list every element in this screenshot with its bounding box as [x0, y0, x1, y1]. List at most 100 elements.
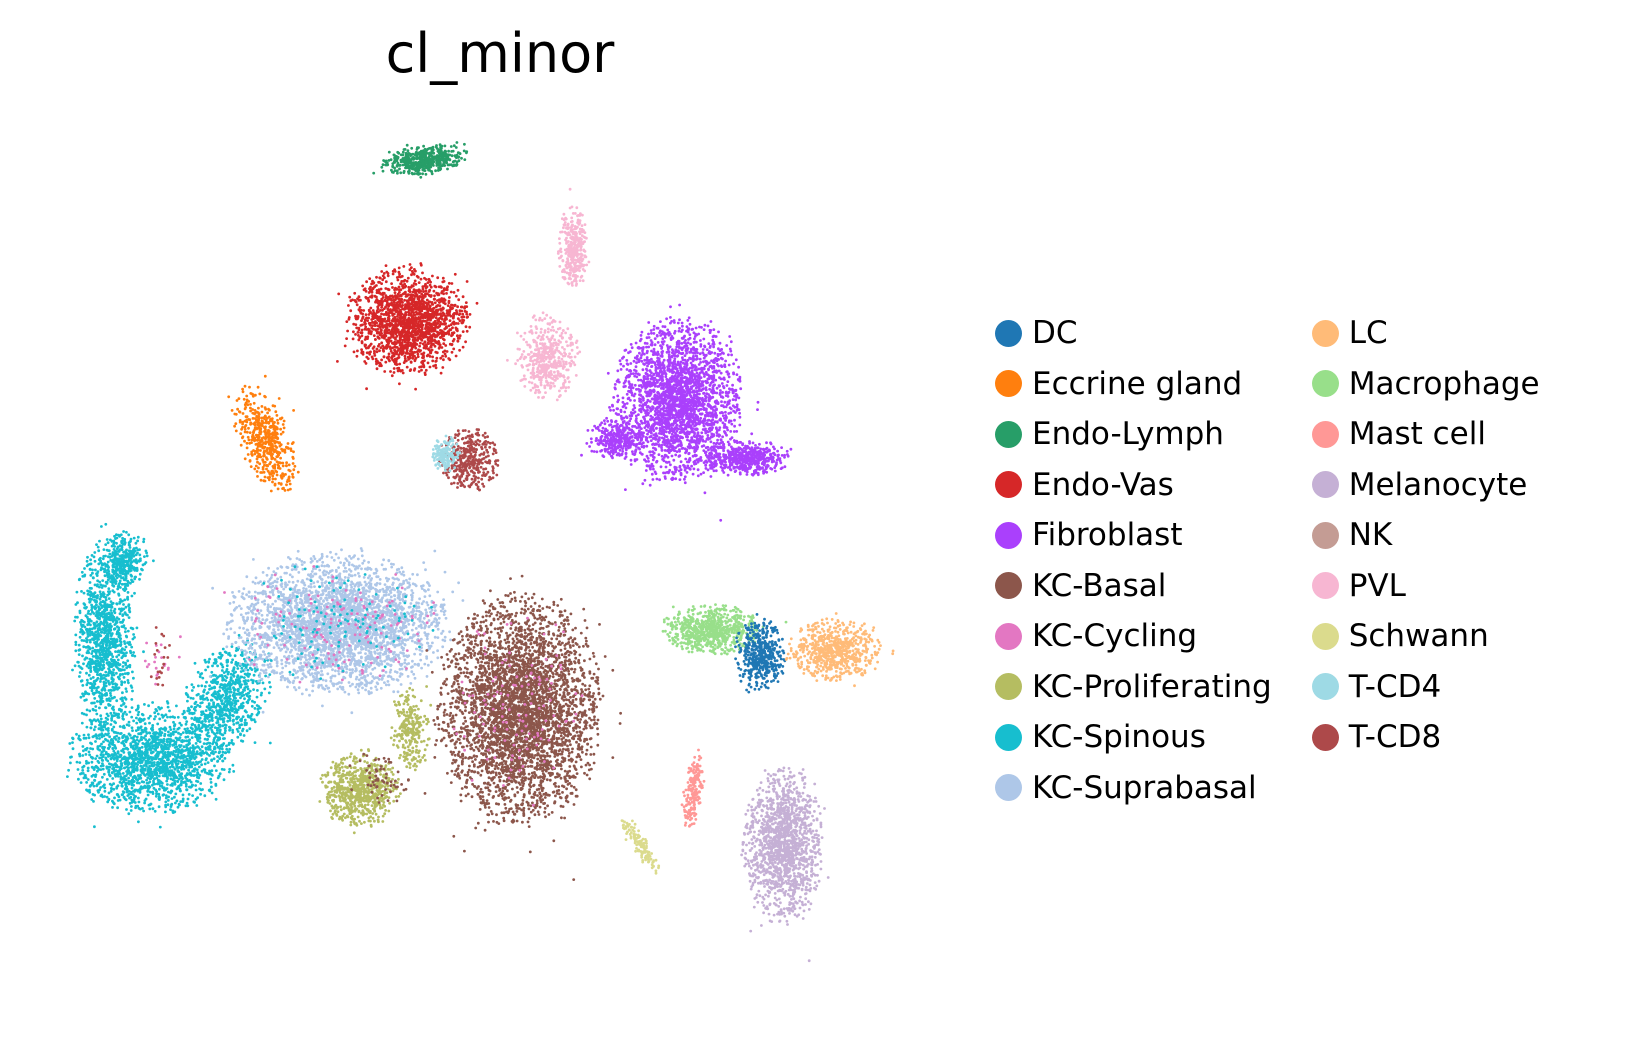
data-point: [399, 335, 403, 339]
data-point: [420, 308, 423, 312]
data-point: [275, 426, 279, 429]
data-point: [456, 486, 459, 489]
data-point: [702, 421, 705, 425]
data-point: [558, 389, 561, 393]
data-point: [401, 163, 405, 167]
data-point: [540, 370, 544, 374]
data-point: [578, 232, 582, 236]
data-point: [422, 144, 425, 148]
data-point: [365, 355, 369, 359]
data-point: [385, 339, 389, 343]
data-point: [523, 331, 527, 335]
data-point: [374, 313, 377, 316]
data-point: [412, 313, 416, 317]
data-point: [464, 325, 468, 329]
data-point: [381, 169, 385, 173]
data-point: [679, 441, 683, 444]
data-point: [534, 325, 538, 329]
data-point: [560, 336, 564, 340]
data-point: [414, 152, 418, 156]
data-point: [545, 373, 548, 377]
data-point: [539, 327, 543, 331]
data-point: [257, 466, 260, 470]
data-point: [460, 305, 464, 309]
data-point: [392, 153, 396, 157]
data-point: [719, 377, 723, 381]
data-point: [381, 163, 385, 167]
data-point: [264, 440, 268, 444]
data-point: [415, 168, 418, 172]
data-point: [562, 226, 565, 230]
data-point: [461, 345, 465, 349]
data-point: [382, 272, 386, 275]
data-point: [463, 158, 467, 162]
data-point: [429, 337, 432, 340]
data-point: [444, 354, 448, 358]
data-point: [271, 404, 275, 408]
data-point: [540, 365, 543, 369]
data-point: [664, 465, 668, 469]
data-point: [403, 354, 407, 358]
data-point: [258, 431, 261, 434]
umap-scatter-plot: [66, 141, 895, 963]
data-point: [273, 421, 276, 424]
data-point: [406, 300, 409, 303]
data-point: [645, 336, 649, 340]
data-point: [542, 359, 546, 363]
data-point: [469, 462, 472, 465]
data-point: [564, 252, 568, 255]
data-point: [441, 450, 445, 453]
data-point: [421, 313, 425, 317]
data-point: [477, 458, 481, 462]
data-point: [424, 149, 428, 153]
data-point: [691, 472, 695, 476]
data-point: [257, 412, 261, 416]
data-point: [452, 163, 456, 167]
data-point: [386, 298, 390, 302]
data-point: [542, 349, 546, 353]
data-point: [457, 155, 461, 159]
data-point: [518, 347, 521, 351]
data-point: [438, 316, 442, 320]
data-point: [452, 144, 456, 148]
data-point: [257, 441, 261, 445]
data-point: [392, 354, 396, 358]
data-point: [693, 337, 696, 341]
data-point: [528, 363, 531, 366]
data-point: [271, 436, 275, 440]
data-point: [574, 227, 577, 231]
data-point: [401, 150, 405, 154]
data-point: [393, 291, 397, 294]
data-point: [397, 330, 400, 333]
data-point: [383, 159, 387, 163]
data-point: [430, 316, 433, 320]
data-point: [448, 319, 452, 322]
data-point: [443, 440, 447, 444]
data-point: [385, 310, 388, 314]
data-point: [361, 284, 365, 288]
data-point: [352, 350, 356, 354]
data-point: [391, 165, 395, 169]
data-point: [247, 426, 250, 430]
data-point: [293, 464, 297, 468]
data-point: [457, 298, 461, 302]
data-point: [428, 162, 432, 166]
data-point: [574, 279, 578, 283]
data-point: [407, 329, 410, 333]
data-point: [566, 376, 570, 380]
data-point: [239, 432, 243, 435]
data-point: [561, 386, 565, 389]
data-point: [569, 337, 572, 341]
data-point: [483, 431, 487, 435]
data-point: [633, 399, 636, 402]
data-point: [562, 212, 566, 216]
data-point: [387, 150, 391, 154]
data-point: [573, 363, 577, 367]
data-point: [430, 172, 434, 176]
data-point: [383, 333, 387, 337]
data-point: [413, 289, 417, 293]
data-point: [264, 428, 267, 432]
data-point: [380, 165, 384, 169]
data-point: [440, 458, 444, 461]
data-point: [450, 350, 454, 354]
